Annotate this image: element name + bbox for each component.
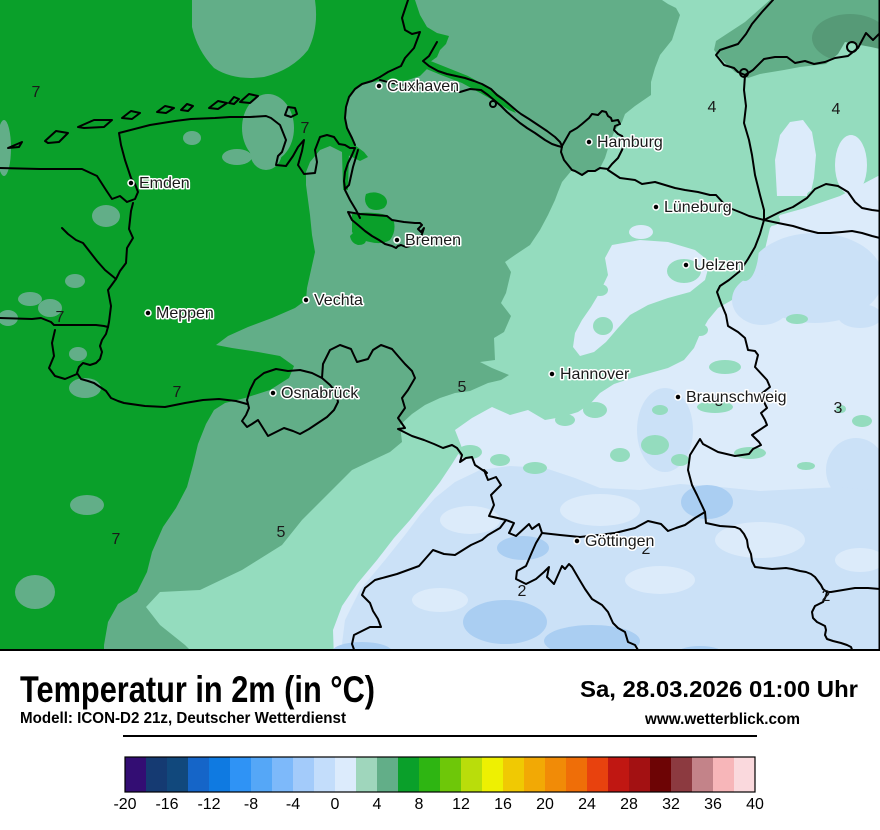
svg-text:2: 2 (518, 583, 527, 600)
svg-text:-8: -8 (244, 796, 258, 813)
svg-text:Cuxhaven: Cuxhaven (387, 78, 459, 95)
svg-text:www.wetterblick.com: www.wetterblick.com (644, 711, 800, 728)
svg-text:-20: -20 (113, 796, 136, 813)
svg-text:7: 7 (173, 384, 182, 401)
svg-text:Hannover: Hannover (560, 366, 630, 383)
svg-text:40: 40 (746, 796, 764, 813)
svg-text:-16: -16 (155, 796, 178, 813)
svg-text:5: 5 (458, 379, 467, 396)
svg-text:32: 32 (662, 796, 680, 813)
svg-text:Braunschweig: Braunschweig (686, 389, 787, 406)
svg-text:Modell: ICON-D2 21z, Deutscher: Modell: ICON-D2 21z, Deutscher Wetterdie… (20, 710, 347, 727)
svg-text:7: 7 (56, 309, 65, 326)
svg-text:16: 16 (494, 796, 512, 813)
svg-text:5: 5 (277, 524, 286, 541)
svg-text:Göttingen: Göttingen (585, 533, 654, 550)
svg-text:7: 7 (301, 120, 310, 137)
svg-text:3: 3 (834, 400, 843, 417)
svg-text:Lüneburg: Lüneburg (664, 199, 732, 216)
svg-text:-4: -4 (286, 796, 300, 813)
svg-text:4: 4 (708, 99, 717, 116)
svg-text:Uelzen: Uelzen (694, 257, 744, 274)
svg-text:Emden: Emden (139, 175, 190, 192)
svg-text:12: 12 (452, 796, 470, 813)
svg-text:24: 24 (578, 796, 596, 813)
svg-text:4: 4 (373, 796, 382, 813)
svg-text:4: 4 (832, 101, 841, 118)
svg-text:7: 7 (32, 84, 41, 101)
svg-text:7: 7 (112, 531, 121, 548)
svg-text:2: 2 (822, 588, 831, 605)
svg-text:28: 28 (620, 796, 638, 813)
svg-text:5: 5 (715, 393, 724, 410)
svg-text:8: 8 (415, 796, 424, 813)
svg-text:20: 20 (536, 796, 554, 813)
svg-text:0: 0 (331, 796, 340, 813)
svg-text:-12: -12 (197, 796, 220, 813)
svg-text:Vechta: Vechta (314, 292, 363, 309)
svg-text:Osnabrück: Osnabrück (281, 385, 359, 402)
svg-text:Bremen: Bremen (405, 232, 461, 249)
svg-text:36: 36 (704, 796, 722, 813)
svg-text:Sa, 28.03.2026 01:00 Uhr: Sa, 28.03.2026 01:00 Uhr (580, 676, 858, 702)
svg-text:Meppen: Meppen (156, 305, 214, 322)
svg-text:Hamburg: Hamburg (597, 134, 663, 151)
svg-text:2: 2 (642, 541, 651, 558)
svg-text:Temperatur in 2m (in °C): Temperatur in 2m (in °C) (20, 669, 375, 710)
